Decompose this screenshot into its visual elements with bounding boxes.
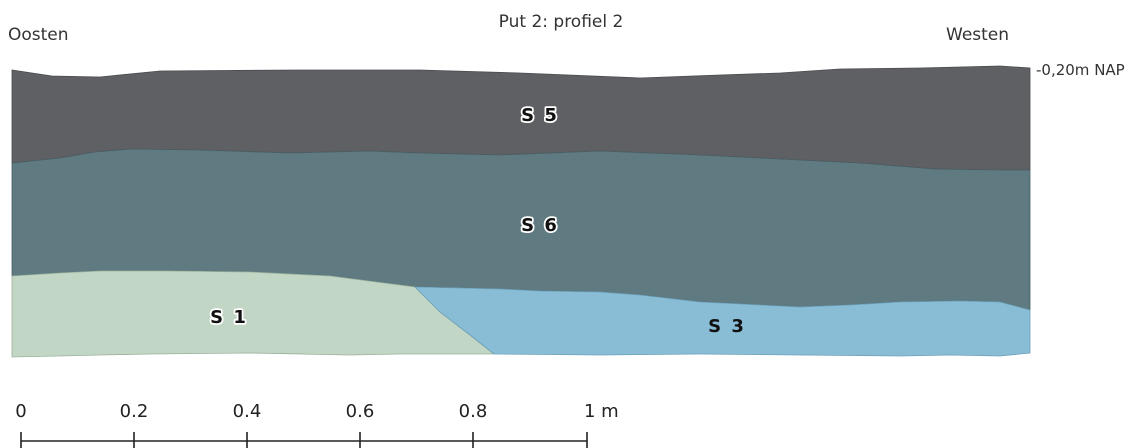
scale-tick-label: 1 m — [584, 401, 619, 422]
profile-title: Put 2: profiel 2 — [499, 12, 624, 32]
layer-s3 — [414, 286, 1031, 357]
direction-right-label: Westen — [946, 25, 1009, 45]
scale-tick-label: 0 — [15, 401, 26, 422]
scale-tick-label: 0.2 — [120, 401, 149, 422]
scale-tick-label: 0.8 — [459, 401, 488, 422]
scale-tick-label: 0.4 — [233, 401, 262, 422]
scale-tick-label: 0.6 — [346, 401, 375, 422]
layer-s3-label: S 3 — [708, 316, 746, 337]
direction-left-label: Oosten — [8, 25, 69, 45]
layer-s6-label: S 6 — [521, 215, 559, 236]
layer-s1-label: S 1 — [210, 307, 248, 328]
level-label: -0,20m NAP — [1036, 61, 1125, 79]
scale-bar — [20, 432, 588, 448]
layer-s5-label: S 5 — [521, 105, 559, 126]
